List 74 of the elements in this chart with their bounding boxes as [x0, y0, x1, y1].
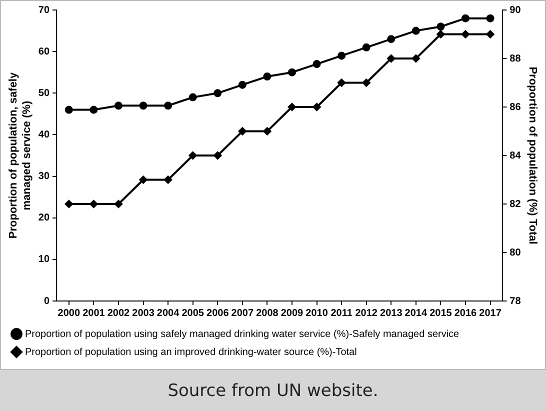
point: [412, 26, 420, 35]
point: [114, 200, 122, 208]
y-axis-title: Proportion of population, safely managed service (%): [8, 72, 33, 239]
x-tick-label: 2000: [58, 308, 80, 319]
source-note: Source from UN website.: [0, 370, 546, 411]
x-tick-label: 2002: [107, 308, 130, 319]
x-tick-label: 2013: [380, 308, 403, 319]
point: [436, 22, 445, 31]
point: [188, 152, 197, 160]
x-tick-label: 2014: [404, 308, 428, 319]
point: [90, 200, 98, 208]
y2-tick-label: 88: [510, 53, 522, 64]
x-tick-label: 2006: [206, 308, 230, 319]
x-tick-label: 2001: [82, 308, 106, 319]
x-tick-label: 2005: [182, 308, 204, 319]
y2-tick-label: 80: [510, 247, 522, 258]
x-tick-label: 2012: [355, 308, 378, 319]
point: [486, 30, 494, 38]
x-tick-label: 2016: [454, 308, 478, 319]
point: [238, 127, 246, 136]
x-tick-label: 2008: [256, 308, 279, 319]
point: [214, 89, 222, 98]
x-tick-label: 2009: [280, 308, 304, 319]
y-tick-label: 50: [38, 88, 50, 99]
point: [362, 78, 370, 87]
y2-tick-label: 86: [510, 102, 522, 113]
point: [139, 102, 148, 110]
point: [362, 43, 370, 52]
point: [462, 14, 470, 22]
point: [312, 103, 321, 111]
x-tick-label: 2011: [330, 308, 353, 319]
point: [164, 176, 172, 184]
point: [263, 127, 272, 136]
y-tick-label: 20: [38, 212, 50, 224]
y2-tick-label: 78: [510, 296, 522, 307]
point: [139, 176, 148, 184]
point: [238, 80, 246, 89]
x-tick-label: 2017: [479, 308, 502, 319]
y2-tick-label: 82: [510, 198, 522, 210]
point: [263, 72, 272, 81]
point: [64, 106, 73, 114]
y-tick-label: 60: [38, 46, 50, 58]
x-tick-label: 2015: [430, 308, 452, 319]
point: [387, 54, 396, 62]
x-tick-label: 2010: [306, 308, 328, 319]
point: [90, 106, 98, 114]
point: [64, 200, 73, 208]
y2-axis-title: Proportion of population (%) Total: [526, 66, 538, 244]
legend-label: Proportion of population using safely managed drinking water service (%)-Safely managed service: [25, 328, 460, 340]
y-tick-label: 0: [44, 296, 50, 307]
point: [312, 60, 321, 68]
y-tick-label: 40: [38, 129, 50, 140]
point: [387, 35, 396, 44]
x-tick-label: 2007: [231, 308, 254, 319]
point: [338, 52, 346, 60]
x-tick-label: 2004: [156, 308, 180, 319]
x-tick-label: 2003: [132, 308, 155, 319]
point: [214, 152, 222, 160]
point: [288, 103, 296, 111]
legend-label: Proportion of population using an improved drinking-water source (%)-Total: [25, 346, 357, 358]
point: [486, 14, 494, 22]
point: [462, 30, 470, 38]
y2-tick-label: 84: [510, 150, 522, 162]
point: [288, 68, 296, 76]
point: [188, 93, 197, 102]
y-tick-label: 70: [38, 4, 50, 16]
y-tick-label: 30: [38, 171, 50, 182]
point: [412, 54, 420, 62]
point: [164, 102, 172, 110]
point: [436, 30, 445, 38]
y-tick-label: 10: [38, 254, 50, 266]
point: [114, 102, 122, 110]
y2-tick-label: 90: [510, 4, 522, 16]
point: [338, 78, 346, 87]
